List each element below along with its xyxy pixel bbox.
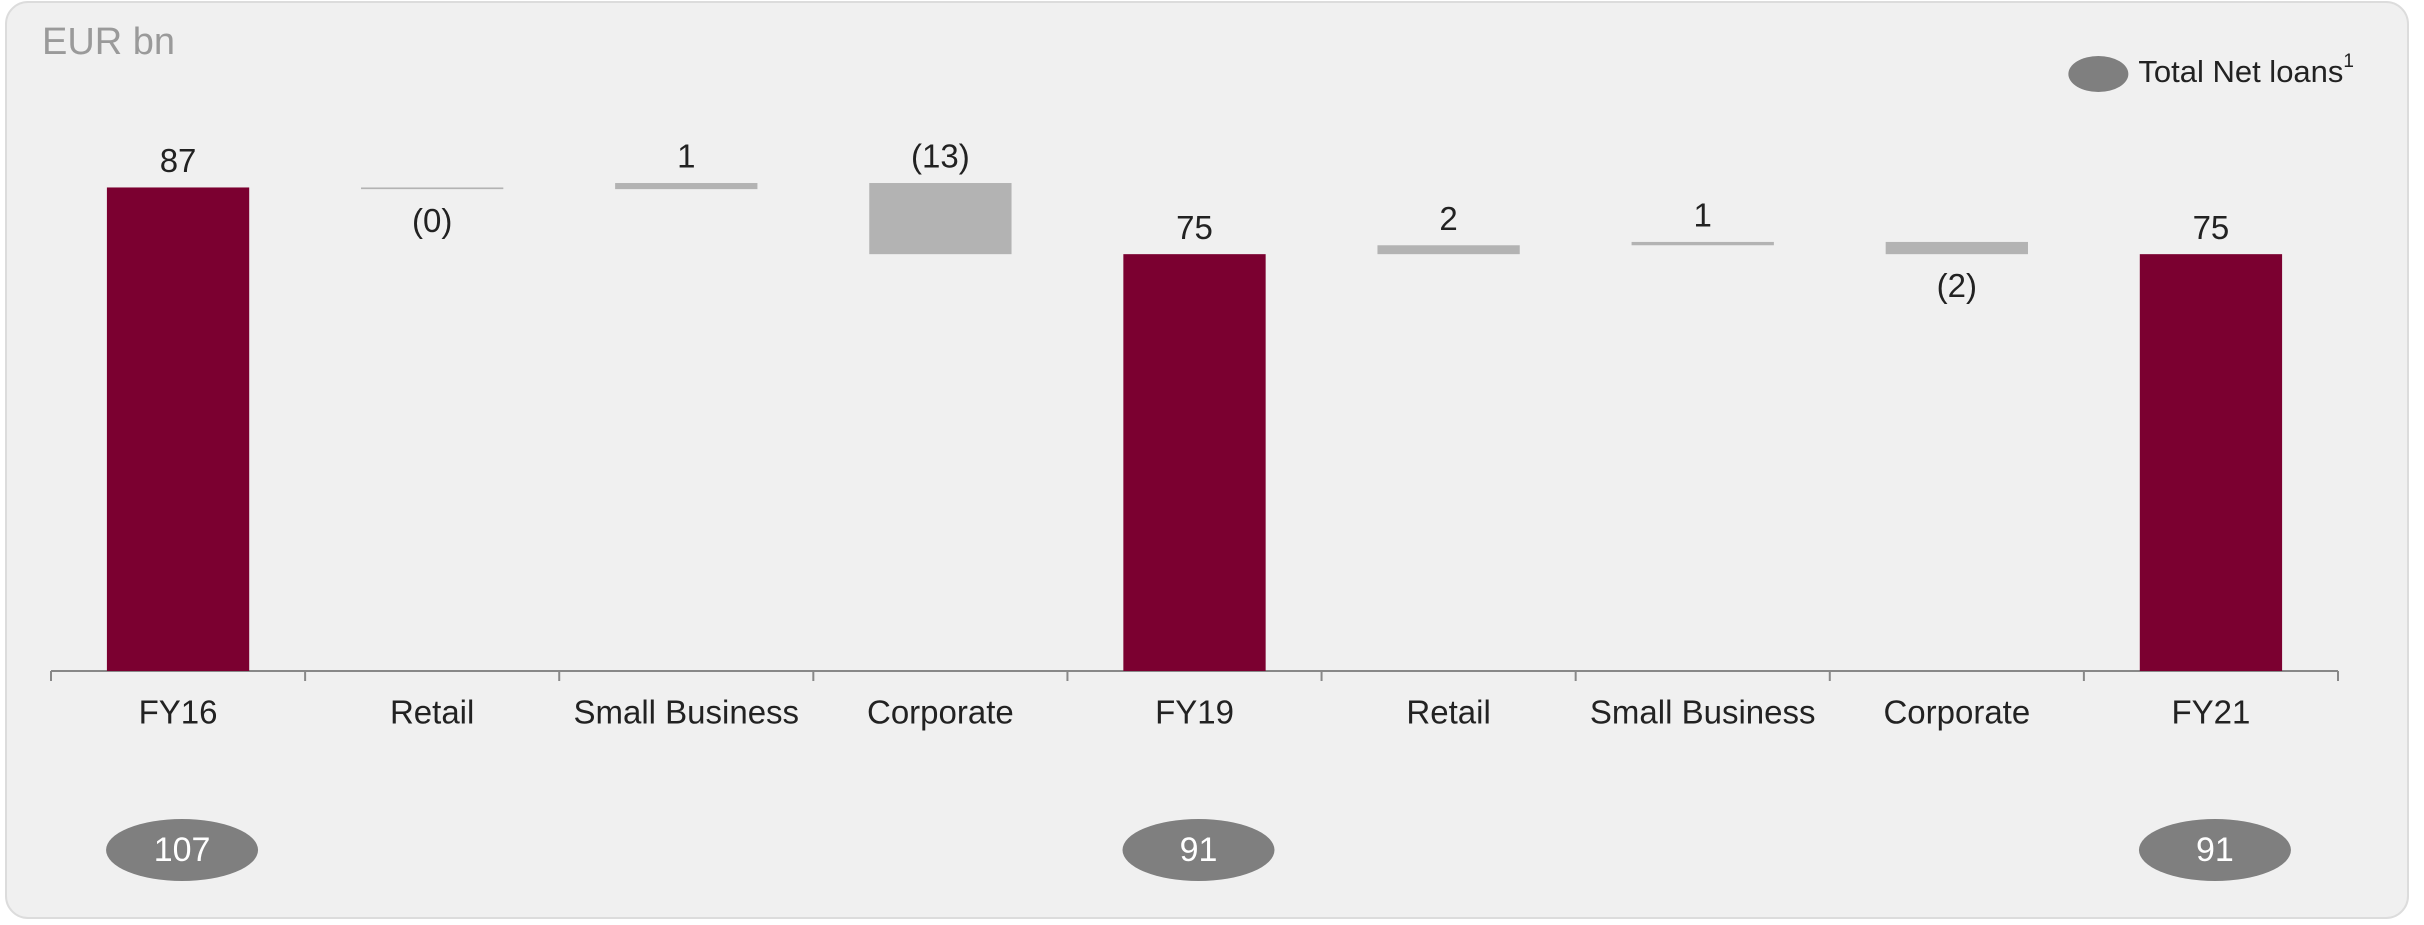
total-loans-label: 91 — [1180, 831, 1218, 869]
x-tick-label: FY19 — [1155, 694, 1234, 731]
legend-marker — [2068, 56, 2129, 92]
total-loans-label: 107 — [154, 831, 211, 869]
value-label: 1 — [677, 138, 695, 175]
x-tick-label: Small Business — [1590, 694, 1816, 731]
bar — [106, 187, 250, 671]
x-tick-label: Small Business — [573, 694, 799, 731]
value-label: 75 — [1176, 209, 1213, 246]
value-label: (2) — [1937, 267, 1977, 304]
x-tick-label: FY16 — [139, 694, 218, 731]
total-loans-label: 91 — [2196, 831, 2234, 869]
unit-label: EUR bn — [42, 21, 175, 63]
x-tick-label: Corporate — [867, 694, 1014, 731]
value-label: 1 — [1694, 197, 1712, 234]
bar — [1631, 241, 1774, 246]
value-label: 75 — [2193, 209, 2230, 246]
bar — [615, 183, 758, 190]
legend-label: Total Net loans1 — [2138, 51, 2354, 89]
legend-name: Total Net loans — [2138, 54, 2343, 89]
bar — [869, 183, 1012, 255]
x-tick-label: Retail — [390, 694, 474, 731]
bar — [2139, 254, 2283, 671]
value-label: 87 — [160, 142, 197, 179]
bar — [1885, 241, 2028, 255]
value-label: 2 — [1439, 200, 1457, 237]
bar — [1123, 254, 1266, 671]
x-tick-label: Retail — [1406, 694, 1490, 731]
bar — [1377, 245, 1520, 255]
x-tick-label: FY21 — [2172, 694, 2251, 731]
total-loans-marker — [106, 819, 259, 881]
x-tick-label: Corporate — [1883, 694, 2030, 731]
total-loans-marker — [2138, 819, 2291, 881]
total-loans-marker — [1122, 819, 1275, 881]
value-label: (0) — [412, 202, 452, 239]
value-label: (13) — [911, 138, 970, 175]
legend-note: 1 — [2343, 51, 2354, 72]
bar — [361, 187, 504, 190]
